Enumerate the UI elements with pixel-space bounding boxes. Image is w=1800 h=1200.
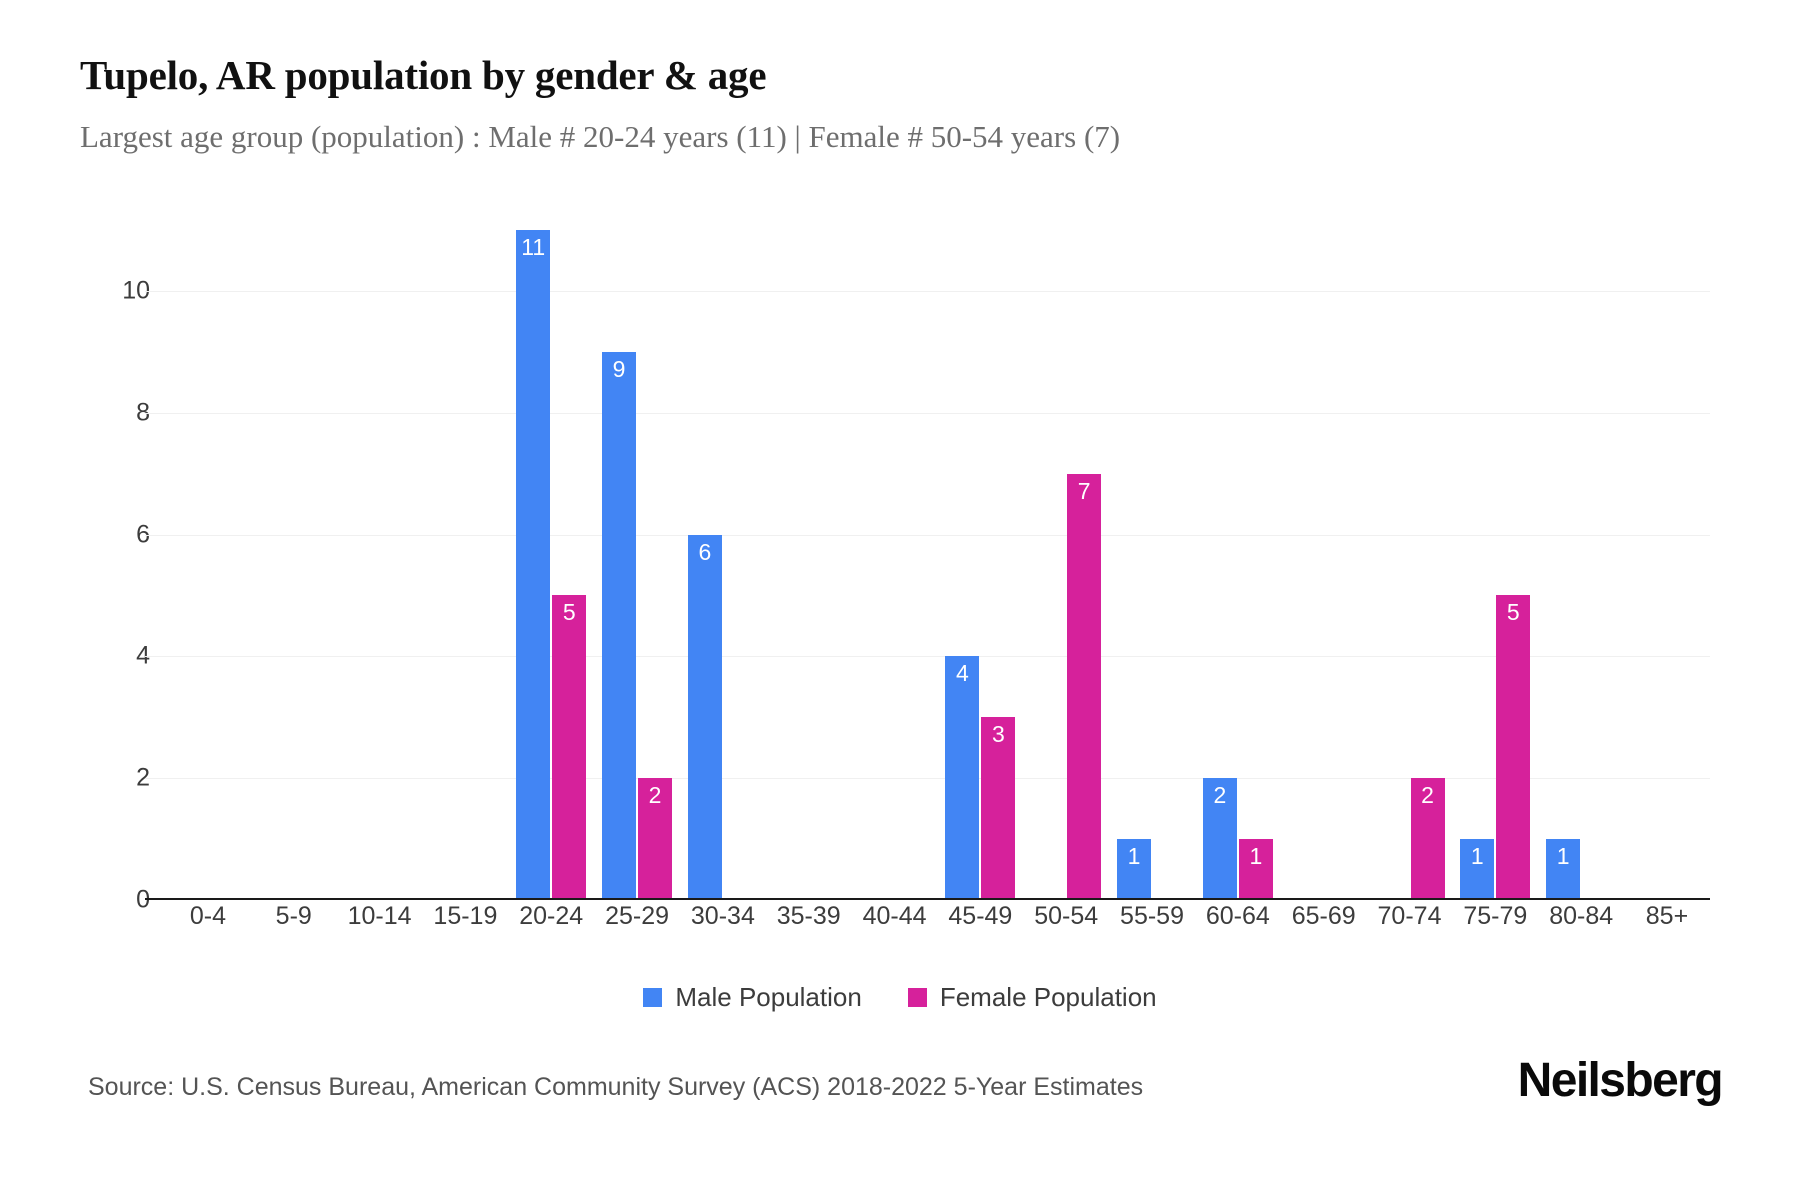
- bar-female[interactable]: 2: [1410, 778, 1445, 900]
- y-axis-tick: 10: [122, 276, 150, 305]
- bar-value-label: 4: [955, 660, 969, 687]
- bar-group: [251, 230, 337, 900]
- bar-female[interactable]: 5: [1496, 595, 1531, 900]
- bar-group: [337, 230, 423, 900]
- bar-group: 6: [680, 230, 766, 900]
- gridline: [145, 656, 1710, 658]
- gridline: [145, 534, 1710, 536]
- bar-female[interactable]: 7: [1067, 473, 1102, 900]
- bar-value-label: 2: [1421, 782, 1434, 809]
- chart-legend: Male Population Female Population: [0, 982, 1800, 1013]
- bar-value-label: 5: [1506, 599, 1520, 626]
- bar-group: [1281, 230, 1367, 900]
- y-axis-tick: 8: [136, 398, 150, 427]
- bar-value-label: 1: [1249, 843, 1263, 870]
- bar-value-label: 1: [1470, 843, 1484, 870]
- legend-item[interactable]: Female Population: [907, 982, 1157, 1013]
- x-axis-tick: 10-14: [347, 902, 412, 930]
- y-axis-tick: 4: [136, 641, 150, 670]
- x-axis-tick: 0-4: [189, 902, 226, 930]
- bar-male[interactable]: 1: [1546, 839, 1581, 900]
- bar-value-label: 9: [612, 355, 626, 382]
- bar-group: 11 5: [508, 230, 594, 900]
- legend-label: Female Population: [939, 982, 1157, 1012]
- y-axis-tick: 2: [136, 763, 150, 792]
- bar-group: [766, 230, 852, 900]
- x-axis-tick: 55-59: [1120, 902, 1184, 930]
- bar-groups: 11 5 9 2 6 4 3 7 1 2 1 2 1 5 1: [165, 230, 1710, 900]
- legend-label: Male Population: [675, 982, 862, 1012]
- x-axis-tick-labels: 0-4 5-9 10-14 15-19 20-24 25-29 30-34 35-39 40-4…: [165, 902, 1710, 931]
- x-axis-tick: 20-24: [519, 902, 584, 930]
- bar-group: 1: [1538, 230, 1624, 900]
- legend-swatch-icon: [643, 988, 663, 1007]
- bar-group: [422, 230, 508, 900]
- bar-male[interactable]: 6: [687, 534, 722, 900]
- legend-swatch-icon: [907, 988, 927, 1007]
- bar-male[interactable]: 1: [1460, 839, 1495, 900]
- bar-value-label: 7: [1077, 477, 1091, 504]
- bar-female[interactable]: 1: [1238, 839, 1273, 900]
- x-axis-tick: 15-19: [433, 902, 498, 930]
- x-axis-tick: 5-9: [275, 902, 312, 930]
- bar-value-label: 11: [521, 234, 546, 260]
- bar-group: [165, 230, 251, 900]
- bar-value-label: 2: [648, 782, 662, 809]
- bar-value-label: 1: [1127, 843, 1141, 870]
- x-axis-tick: 35-39: [776, 902, 841, 930]
- x-axis-tick: 45-49: [948, 902, 1013, 930]
- gridline: [145, 412, 1710, 414]
- bar-value-label: 5: [562, 599, 576, 626]
- x-axis-tick: 65-69: [1291, 902, 1356, 930]
- page-title: Tupelo, AR population by gender & age: [80, 52, 767, 98]
- bar-male[interactable]: 1: [1117, 839, 1152, 900]
- x-axis-tick: 70-74: [1377, 902, 1442, 930]
- gridline: [145, 290, 1710, 292]
- x-axis-tick: 25-29: [605, 902, 670, 930]
- legend-item[interactable]: Male Population: [643, 982, 862, 1013]
- bar-group: 2: [1367, 230, 1453, 900]
- bar-male[interactable]: 2: [1202, 778, 1237, 900]
- bar-value-label: 2: [1213, 782, 1227, 809]
- gridline: [145, 778, 1710, 780]
- bar-male[interactable]: 11: [516, 230, 551, 900]
- chart-subtitle: Largest age group (population) : Male # …: [80, 119, 1121, 155]
- bar-male[interactable]: 9: [602, 351, 637, 900]
- x-axis-tick: 60-64: [1205, 902, 1270, 930]
- x-axis-tick: 50-54: [1034, 902, 1099, 930]
- y-axis-tick: 6: [136, 520, 150, 549]
- bar-value-label: 1: [1556, 843, 1570, 870]
- plot-area: 0 2 4 6 8 10 11 5 9 2 6 4 3 7 1 2 1 2 1 5 1: [0, 230, 1800, 930]
- bar-female[interactable]: 3: [981, 717, 1016, 900]
- chart-header: Tupelo, AR population by gender & age La…: [80, 52, 1720, 155]
- bar-value-label: 6: [698, 538, 712, 565]
- bar-male[interactable]: 4: [945, 656, 980, 900]
- bar-value-label: 3: [991, 721, 1005, 748]
- bar-group: 1: [1109, 230, 1195, 900]
- x-axis-tick: 75-79: [1463, 902, 1528, 930]
- x-axis-tick: 85+: [1645, 902, 1689, 930]
- bar-group: [852, 230, 938, 900]
- brand-logo: Neilsberg: [1517, 1054, 1724, 1107]
- source-note: Source: U.S. Census Bureau, American Com…: [88, 1073, 1144, 1101]
- x-axis-tick: 30-34: [690, 902, 755, 930]
- bar-female[interactable]: 2: [638, 778, 673, 900]
- plot-canvas: 11 5 9 2 6 4 3 7 1 2 1 2 1 5 1: [145, 230, 1710, 900]
- x-axis-line: [145, 898, 1710, 900]
- bar-group: 7: [1023, 230, 1109, 900]
- x-axis-tick: 40-44: [862, 902, 927, 930]
- bar-female[interactable]: 5: [552, 595, 587, 900]
- x-axis-tick: 80-84: [1549, 902, 1614, 930]
- bar-group: [1624, 230, 1710, 900]
- y-axis-tick-labels: 0 2 4 6 8 10: [95, 230, 150, 913]
- y-axis-tick: 0: [136, 885, 150, 914]
